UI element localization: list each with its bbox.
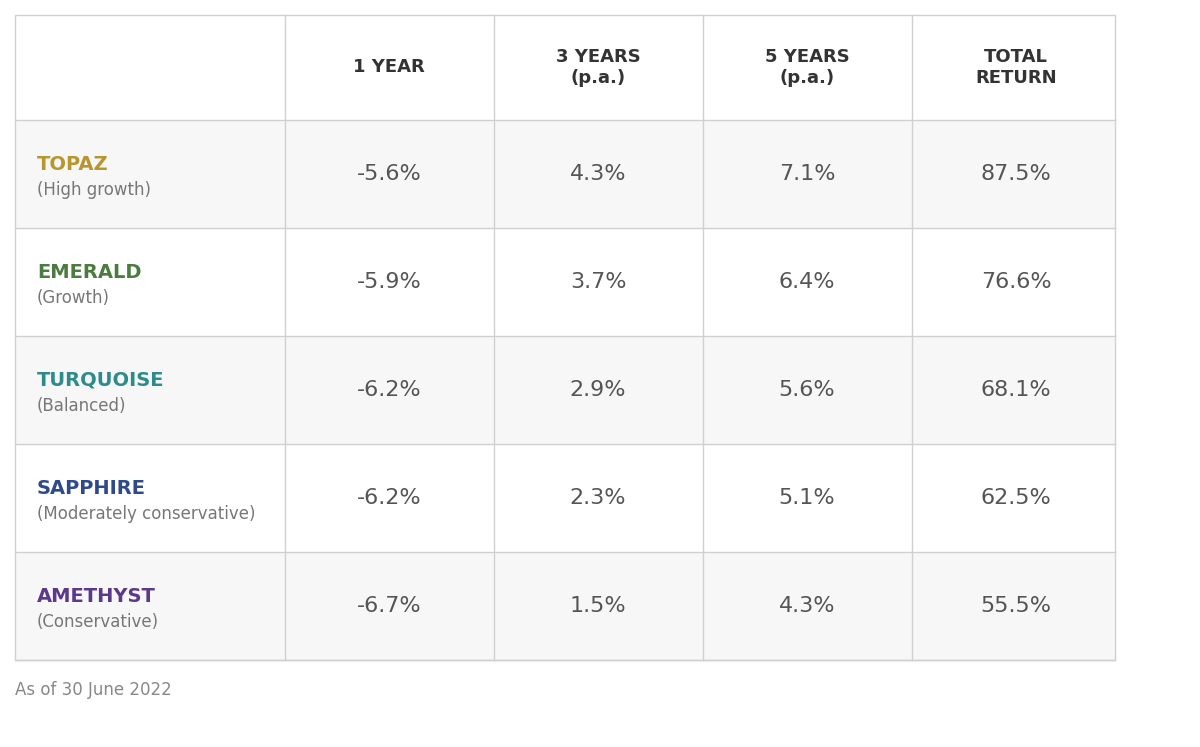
Text: -6.7%: -6.7% (356, 596, 421, 616)
Text: (Conservative): (Conservative) (37, 613, 160, 631)
Text: 3 YEARS
(p.a.): 3 YEARS (p.a.) (556, 48, 641, 87)
Text: 87.5%: 87.5% (980, 164, 1051, 184)
Text: 2.3%: 2.3% (570, 488, 626, 508)
Text: TOPAZ: TOPAZ (37, 155, 109, 173)
Text: (High growth): (High growth) (37, 181, 151, 199)
Text: 4.3%: 4.3% (570, 164, 626, 184)
Text: AMETHYST: AMETHYST (37, 586, 156, 606)
Text: 76.6%: 76.6% (980, 272, 1051, 292)
Text: 5.6%: 5.6% (779, 380, 835, 400)
Text: 55.5%: 55.5% (980, 596, 1051, 616)
Text: 7.1%: 7.1% (779, 164, 835, 184)
Text: 6.4%: 6.4% (779, 272, 835, 292)
Text: (Growth): (Growth) (37, 289, 110, 307)
Text: (Moderately conservative): (Moderately conservative) (37, 505, 256, 523)
Text: As of 30 June 2022: As of 30 June 2022 (14, 681, 172, 699)
Text: -5.6%: -5.6% (356, 164, 421, 184)
Text: 1.5%: 1.5% (570, 596, 626, 616)
Text: SAPPHIRE: SAPPHIRE (37, 479, 146, 498)
Text: 2.9%: 2.9% (570, 380, 626, 400)
Text: -6.2%: -6.2% (356, 380, 421, 400)
Text: -6.2%: -6.2% (356, 488, 421, 508)
Text: 5 YEARS
(p.a.): 5 YEARS (p.a.) (764, 48, 850, 87)
Text: 3.7%: 3.7% (570, 272, 626, 292)
Text: TOTAL
RETURN: TOTAL RETURN (976, 48, 1057, 87)
Text: EMERALD: EMERALD (37, 262, 142, 282)
Text: (Balanced): (Balanced) (37, 397, 126, 415)
Text: 62.5%: 62.5% (980, 488, 1051, 508)
Text: 68.1%: 68.1% (980, 380, 1051, 400)
Text: 4.3%: 4.3% (779, 596, 835, 616)
Text: -5.9%: -5.9% (356, 272, 421, 292)
Text: 1 YEAR: 1 YEAR (353, 58, 425, 76)
Text: TURQUOISE: TURQUOISE (37, 371, 164, 389)
Text: 5.1%: 5.1% (779, 488, 835, 508)
